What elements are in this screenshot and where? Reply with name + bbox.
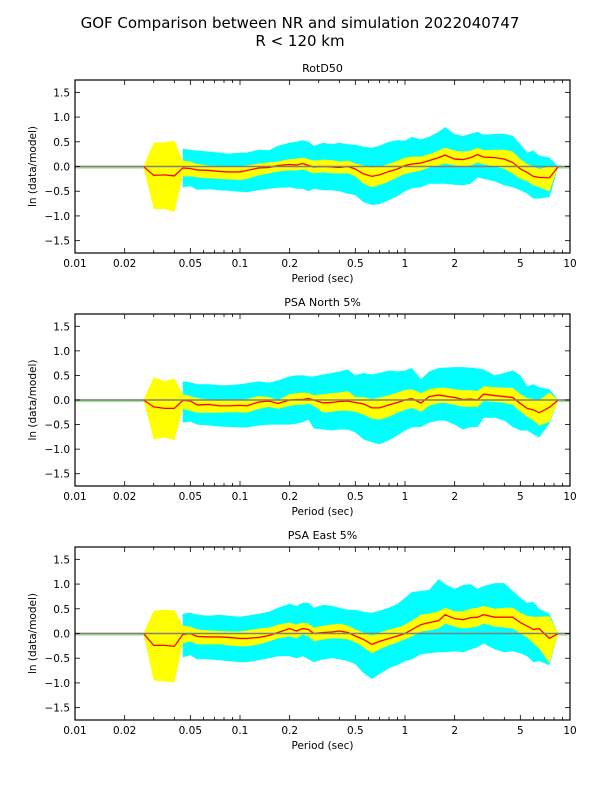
y-tick-label: −1.5 xyxy=(45,469,71,481)
panel-1: 0.01 0.02 0.05 0.1 0.2 0.5 1 2 5 10 1.5 1.0 0.5 0.0 −0… xyxy=(27,62,577,285)
inner-band xyxy=(75,605,570,683)
x-tick-label: 0.2 xyxy=(281,258,298,270)
x-tick-label: 2 xyxy=(451,725,458,737)
y-tick-label: 1.5 xyxy=(53,554,70,566)
x-tick-label: 0.1 xyxy=(232,258,249,270)
plot-area xyxy=(75,367,570,445)
x-tick-label: 0.05 xyxy=(179,725,202,737)
inner-band xyxy=(75,140,570,212)
panels: 0.01 0.02 0.05 0.1 0.2 0.5 1 2 5 101.51.00.50.0−0… xyxy=(27,62,577,752)
y-tick-label: 1.5 xyxy=(53,87,70,99)
mean-line xyxy=(75,153,570,179)
panel-2: 0.01 0.02 0.05 0.1 0.2 0.5 1 2 5 10 1.5 1.0 0.5 0.0 −0… xyxy=(27,296,577,518)
y-tick-label: 1.0 xyxy=(53,346,70,358)
y-tick-label: −1.0 xyxy=(45,211,71,223)
y-tick-label: 0.0 xyxy=(53,162,70,174)
x-tick-label: 0.1 xyxy=(232,725,249,737)
y-axis-label: ln (data/model) xyxy=(27,360,39,441)
x-axis-label: Period (sec) xyxy=(292,273,354,285)
mean-line xyxy=(75,613,570,648)
y-axis-label: ln (data/model) xyxy=(27,126,39,207)
x-tick-label: 0.02 xyxy=(113,258,136,270)
x-tick-label: 2 xyxy=(451,258,458,270)
figure-title-line1: GOF Comparison between NR and simulation… xyxy=(81,14,520,32)
x-tick-label: 10 xyxy=(563,725,576,737)
x-tick-label: 0.5 xyxy=(347,258,364,270)
x-tick-label: 0.02 xyxy=(113,491,136,503)
x-axis-label: Period (sec) xyxy=(292,506,354,518)
mean-line xyxy=(75,393,570,414)
y-tick-label: 1.5 xyxy=(53,321,70,333)
y-tick-label: 1.0 xyxy=(53,579,70,591)
x-tick-label: 0.5 xyxy=(347,491,364,503)
y-tick-label: −0.5 xyxy=(45,186,71,198)
panel-3: 0.01 0.02 0.05 0.1 0.2 0.5 1 2 5 10 1.5 1.0 0.5 0.0 −0… xyxy=(27,529,577,752)
x-tick-label: 0.05 xyxy=(179,491,202,503)
x-tick-label: 0.1 xyxy=(232,491,249,503)
x-tick-label: 0.5 xyxy=(347,725,364,737)
y-tick-label: 0.0 xyxy=(53,629,70,641)
x-tick-label: 0.01 xyxy=(63,725,86,737)
plot-area xyxy=(75,579,570,683)
x-tick-label: 2 xyxy=(451,491,458,503)
panel-title: RotD50 xyxy=(302,62,343,75)
x-tick-label: 1 xyxy=(402,491,409,503)
x-tick-label: 0.2 xyxy=(281,491,298,503)
y-tick-label: −1.5 xyxy=(45,703,71,715)
x-tick-label: 0.2 xyxy=(281,725,298,737)
y-tick-label: −1.0 xyxy=(45,678,71,690)
y-tick-label: 1.0 xyxy=(53,112,70,124)
panel-title: PSA North 5% xyxy=(284,296,361,309)
y-tick-label: 0.0 xyxy=(53,395,70,407)
x-tick-label: 0.02 xyxy=(113,725,136,737)
figure-title-line2: R < 120 km xyxy=(255,32,344,50)
y-tick-label: −1.0 xyxy=(45,444,71,456)
y-tick-label: −1.5 xyxy=(45,236,71,248)
x-tick-label: 0.01 xyxy=(63,491,86,503)
y-tick-label: 0.5 xyxy=(53,604,70,616)
y-tick-label: −0.5 xyxy=(45,653,71,665)
x-axis-label: Period (sec) xyxy=(292,740,354,752)
x-tick-label: 10 xyxy=(563,491,576,503)
x-tick-label: 0.05 xyxy=(179,258,202,270)
x-tick-label: 5 xyxy=(517,491,524,503)
x-tick-label: 5 xyxy=(517,258,524,270)
outer-band xyxy=(182,579,570,679)
x-tick-label: 5 xyxy=(517,725,524,737)
y-tick-label: −0.5 xyxy=(45,420,71,432)
y-axis-label: ln (data/model) xyxy=(27,593,39,674)
panel-title: PSA East 5% xyxy=(288,529,358,542)
y-tick-label: 0.5 xyxy=(53,370,70,382)
x-tick-label: 10 xyxy=(563,258,576,270)
x-tick-label: 1 xyxy=(402,725,409,737)
plot-area xyxy=(75,126,570,212)
x-tick-label: 0.01 xyxy=(63,258,86,270)
y-tick-label: 0.5 xyxy=(53,137,70,149)
inner-band xyxy=(75,377,570,441)
x-tick-label: 1 xyxy=(402,258,409,270)
